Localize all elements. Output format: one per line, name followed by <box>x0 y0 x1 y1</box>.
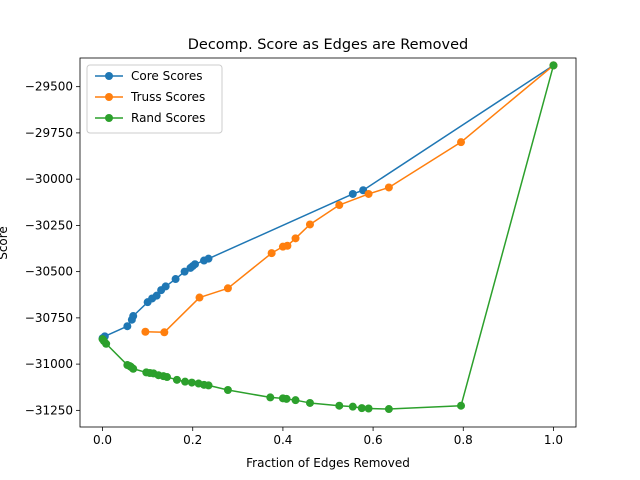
series-1-point <box>160 328 169 337</box>
series-1-point <box>195 293 204 302</box>
series-2-point <box>335 401 344 410</box>
series-1-point <box>267 249 276 258</box>
series-0-point <box>204 254 213 263</box>
series-0-point <box>152 291 161 300</box>
series-2-point <box>282 394 291 403</box>
x-tick-label: 0.0 <box>93 433 112 447</box>
series-1-point <box>457 138 466 147</box>
legend-marker-2 <box>105 114 113 122</box>
y-tick-label: −29750 <box>25 126 73 140</box>
series-2-point <box>129 364 138 373</box>
y-axis-title: Score <box>0 226 10 260</box>
series-2-point <box>163 373 172 382</box>
series-0-point <box>161 282 170 291</box>
series-2-point <box>266 393 275 402</box>
series-0-point <box>190 260 199 269</box>
legend: Core Scores Truss Scores Rand Scores <box>86 64 223 134</box>
series-2-point <box>223 386 232 395</box>
series-1-point <box>223 284 232 293</box>
axes-frame <box>79 57 577 428</box>
x-axis-title: Fraction of Edges Removed <box>246 456 410 470</box>
y-tick-label: −30750 <box>25 311 73 325</box>
series-2-point <box>291 396 300 405</box>
series-2-point <box>305 398 314 407</box>
axes: 0.0 0.2 0.4 0.6 0.8 1.0 −31250 −31000 −30750 −305… <box>25 57 577 447</box>
legend-label-0: Core Scores <box>131 69 202 83</box>
series-2-point <box>549 61 558 70</box>
series-0-point <box>171 275 180 284</box>
series-1-point <box>283 241 292 250</box>
series-1-point <box>364 189 373 198</box>
series-0-point <box>129 312 138 321</box>
series-1-point <box>305 220 314 229</box>
legend-marker-1 <box>105 93 113 101</box>
series-2-point <box>204 381 213 390</box>
y-tick-label: −31250 <box>25 403 73 417</box>
plot-area <box>98 61 558 414</box>
legend-label-2: Rand Scores <box>131 111 205 125</box>
legend-marker-0 <box>105 72 113 80</box>
series-1-point <box>141 327 150 336</box>
series-0-point <box>348 189 357 198</box>
x-tick-label: 0.8 <box>454 433 473 447</box>
series-2-point <box>457 401 466 410</box>
series-0-point <box>180 267 189 276</box>
y-tick-label: −31000 <box>25 357 73 371</box>
series-2-point <box>172 375 181 384</box>
series-2-point <box>187 378 196 387</box>
y-tick-label: −30000 <box>25 172 73 186</box>
series-2-point <box>181 377 190 386</box>
y-tick-label: −30500 <box>25 265 73 279</box>
y-tick-label: −29500 <box>25 80 73 94</box>
series-2-point <box>364 404 373 413</box>
series-1-point <box>384 183 393 192</box>
x-tick-label: 1.0 <box>544 433 563 447</box>
series-2-point <box>384 405 393 414</box>
chart-title: Decomp. Score as Edges are Removed <box>188 37 469 53</box>
x-tick-label: 0.4 <box>273 433 292 447</box>
x-tick-label: 0.2 <box>183 433 202 447</box>
series-1-point <box>291 234 300 243</box>
series-0-point <box>123 322 132 331</box>
legend-box <box>86 64 223 134</box>
series-2-point <box>348 402 357 411</box>
y-tick-label: −30250 <box>25 218 73 232</box>
series-2-point <box>357 404 366 413</box>
x-tick-label: 0.6 <box>364 433 383 447</box>
series-1-point <box>335 201 344 210</box>
legend-label-1: Truss Scores <box>130 90 205 104</box>
series-2-point <box>102 339 111 348</box>
